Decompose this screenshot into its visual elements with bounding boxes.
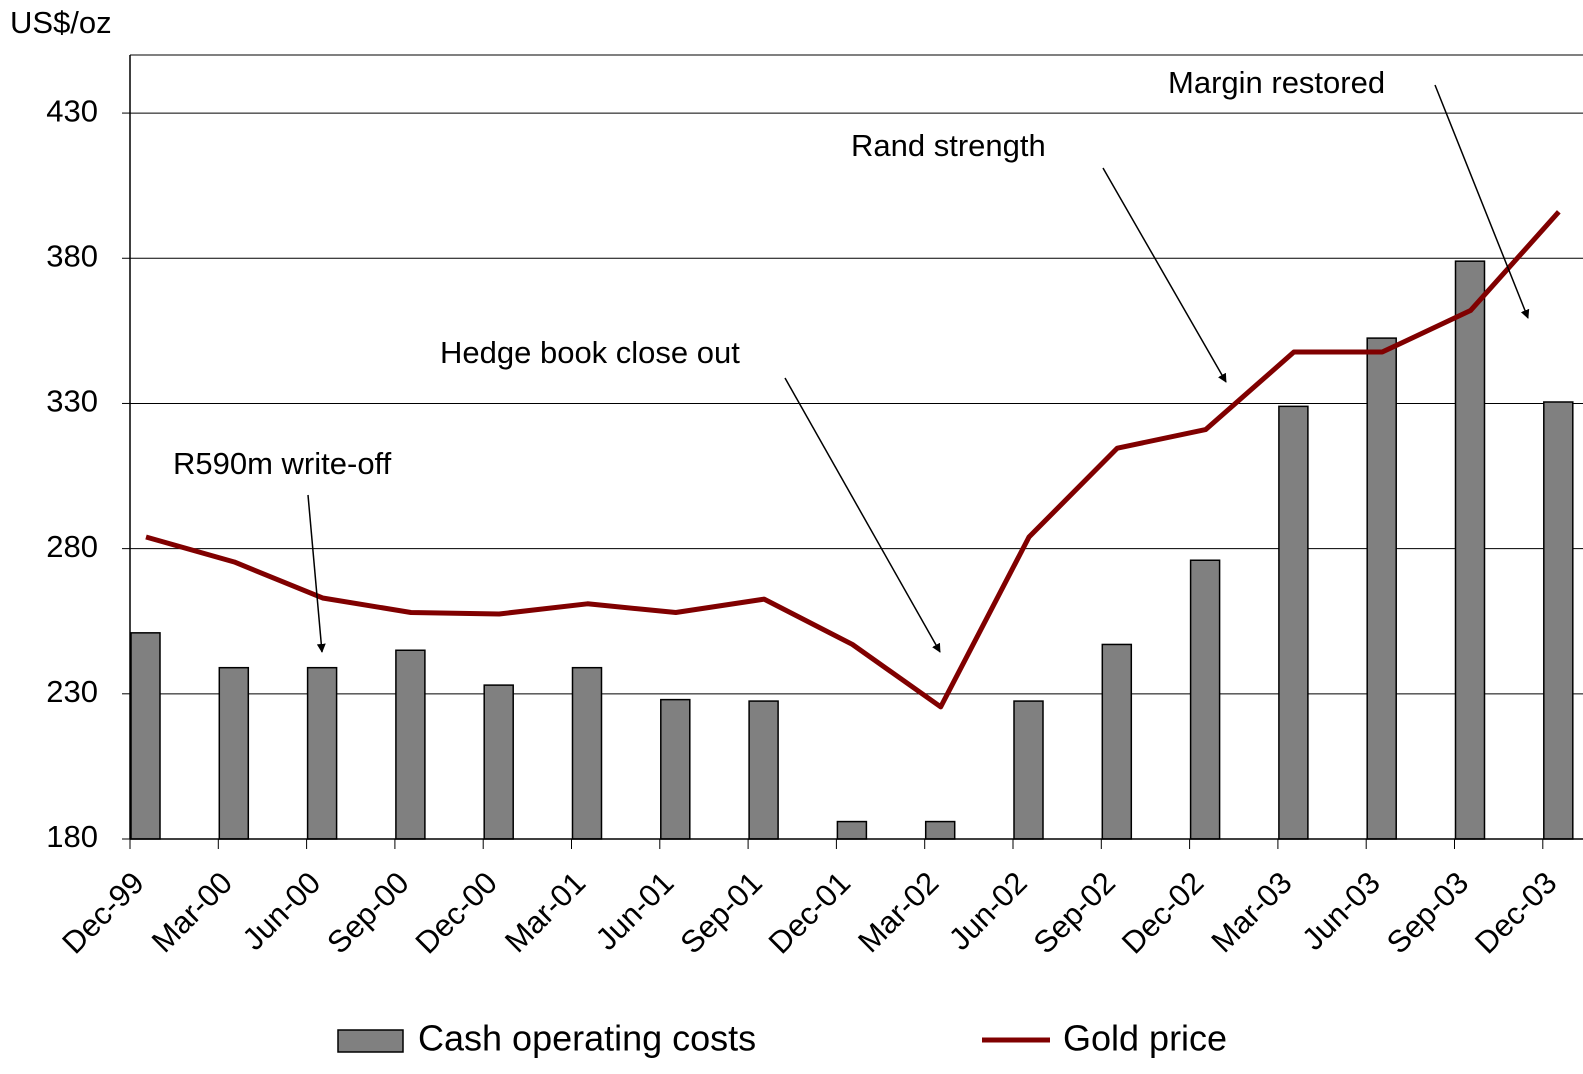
x-tick-label: Dec-02: [1115, 865, 1210, 960]
bar: [660, 698, 691, 840]
annotation-arrow: [307, 494, 326, 653]
x-tick-label: Mar-00: [145, 865, 239, 959]
gold-line: [145, 210, 1561, 710]
bar: [306, 666, 338, 840]
y-tick-label: 330: [46, 384, 98, 419]
x-tick-label: Sep-00: [320, 865, 415, 960]
x-tick-label: Dec-99: [55, 865, 150, 960]
y-axis-label: US$/oz: [10, 5, 112, 40]
y-tick-label: 380: [46, 238, 98, 273]
x-tick-label: Jun-02: [942, 865, 1034, 957]
annotation: Margin restored: [1168, 65, 1385, 100]
annotation-arrow: [1102, 167, 1227, 383]
x-tick-label: Mar-01: [498, 865, 592, 959]
bar: [924, 820, 956, 840]
x-tick-label: Sep-01: [673, 865, 768, 960]
x-tick-label: Dec-03: [1468, 865, 1563, 960]
bar: [1101, 643, 1133, 840]
x-tick-label: Jun-01: [589, 865, 681, 957]
annotation: R590m write-off: [173, 446, 392, 481]
y-tick-label: 230: [46, 674, 98, 709]
y-tick-label: 180: [46, 819, 98, 854]
legend-label: Gold price: [1063, 1018, 1227, 1059]
x-tick-label: Dec-00: [409, 865, 504, 960]
bar: [130, 632, 161, 840]
y-tick-label: 280: [46, 529, 98, 564]
bar: [218, 666, 250, 840]
x-tick-label: Dec-01: [762, 865, 857, 960]
annotation-arrow: [784, 377, 941, 653]
legend-label: Cash operating costs: [418, 1018, 756, 1059]
bar: [395, 649, 426, 840]
x-tick-label: Mar-03: [1204, 865, 1298, 959]
bar: [748, 700, 779, 840]
x-tick-label: Sep-02: [1027, 865, 1122, 960]
bar: [1013, 700, 1044, 840]
bar: [1189, 559, 1221, 840]
x-tick-label: Jun-00: [236, 865, 328, 957]
bar: [571, 666, 603, 840]
annotation: Hedge book close out: [440, 335, 740, 370]
annotation-arrow: [1434, 84, 1530, 319]
legend-swatch: [337, 1029, 404, 1053]
bar: [1543, 401, 1574, 840]
x-tick-label: Mar-02: [851, 865, 945, 959]
bar: [1278, 405, 1309, 840]
bar: [836, 820, 868, 840]
x-tick-label: Jun-03: [1295, 865, 1387, 957]
y-tick-label: 430: [46, 93, 98, 128]
bar: [1366, 337, 1397, 840]
annotation: Rand strength: [851, 128, 1046, 163]
bar: [483, 684, 514, 840]
x-tick-label: Sep-03: [1380, 865, 1475, 960]
bar: [1454, 260, 1486, 840]
